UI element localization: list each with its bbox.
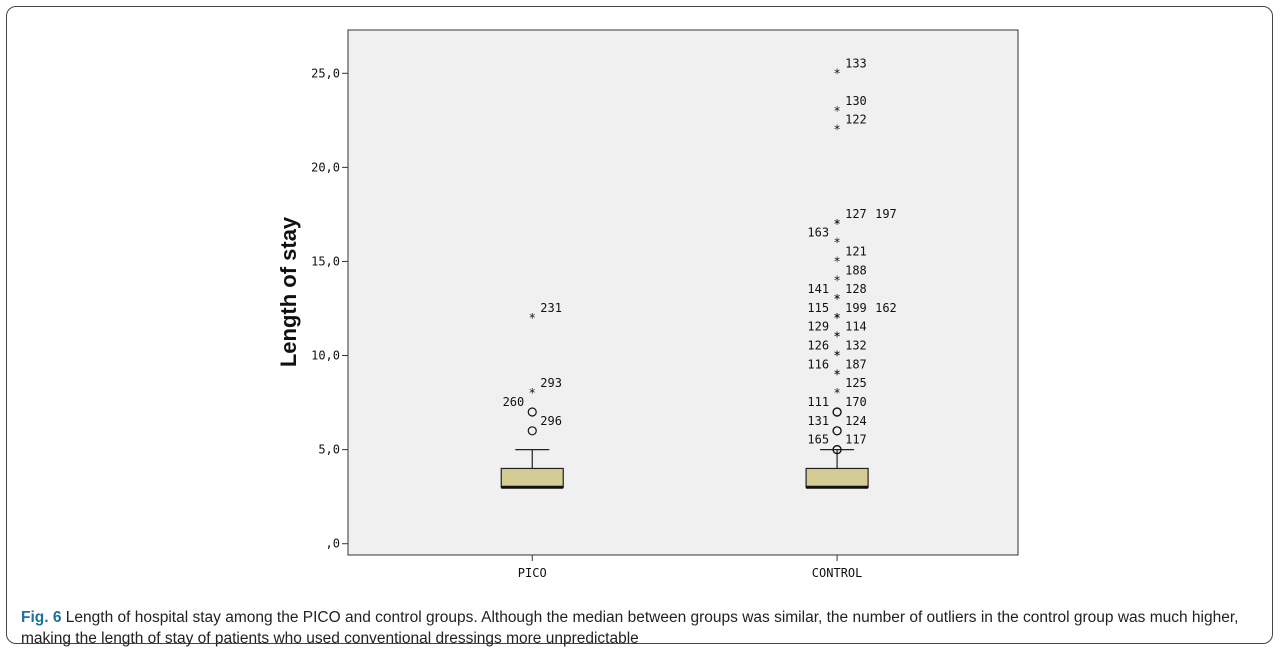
outlier-star: * xyxy=(833,367,840,381)
outlier-label: 162 xyxy=(875,301,897,315)
figure-caption: Fig. 6 Length of hospital stay among the… xyxy=(21,607,1276,649)
outlier-star: * xyxy=(833,292,840,306)
outlier-star: * xyxy=(833,217,840,231)
outlier-label: 199 xyxy=(845,301,867,315)
outlier-label: 163 xyxy=(807,226,829,240)
outlier-label: 125 xyxy=(845,376,867,390)
outlier-star: * xyxy=(529,386,536,400)
outlier-star: * xyxy=(833,311,840,325)
outlier-layer: * 231 * 293 260 296 * 133 * 130 * 122 * 127 * 197 * 163 * 1… xyxy=(503,56,897,455)
outlier-label: 111 xyxy=(807,395,829,409)
outlier-star: * xyxy=(833,217,840,231)
outlier-circle xyxy=(832,407,842,417)
outlier-label: 117 xyxy=(845,433,867,447)
y-tick-label: ,0 xyxy=(326,537,340,551)
outlier-label: 124 xyxy=(845,414,867,428)
outlier-star: * xyxy=(833,367,840,381)
outlier-star: * xyxy=(529,311,536,325)
outlier-label: 141 xyxy=(807,282,829,296)
axis-layer: ,0 5,0 10,0 15,0 20,0 25,0 PICO CONTROL xyxy=(311,66,862,580)
outlier-label: 133 xyxy=(845,56,867,70)
outlier-label: 127 xyxy=(845,207,867,221)
outlier-label: 132 xyxy=(845,339,867,353)
outlier-star: * xyxy=(833,311,840,325)
outlier-circle xyxy=(527,407,537,417)
outlier-label: 128 xyxy=(845,282,867,296)
outlier-star: * xyxy=(833,330,840,344)
outlier-label: 114 xyxy=(845,320,867,334)
outlier-label: 115 xyxy=(807,301,829,315)
outlier-label: 187 xyxy=(845,357,867,371)
y-tick-label: 20,0 xyxy=(311,160,340,174)
outlier-star: * xyxy=(833,330,840,344)
outlier-star: * xyxy=(833,123,840,137)
box-iqr xyxy=(805,467,869,488)
y-tick-label: 5,0 xyxy=(318,443,340,457)
outlier-circle xyxy=(527,426,537,436)
outlier-label: 129 xyxy=(807,320,829,334)
outlier-label: 231 xyxy=(540,301,562,315)
outlier-label: 188 xyxy=(845,263,867,277)
outlier-star: * xyxy=(833,236,840,250)
outlier-label: 260 xyxy=(503,395,525,409)
caption-label: Fig. 6 xyxy=(21,609,62,626)
boxplot-chart: ,0 5,0 10,0 15,0 20,0 25,0 PICO CONTROL * 231 * 29… xyxy=(276,29,1019,580)
outlier-star: * xyxy=(833,349,840,363)
outlier-circle xyxy=(832,426,842,436)
x-tick-label: CONTROL xyxy=(812,566,863,580)
outlier-label: 296 xyxy=(540,414,562,428)
outlier-label: 130 xyxy=(845,94,867,108)
y-tick-label: 15,0 xyxy=(311,254,340,268)
outlier-label: 293 xyxy=(540,376,562,390)
outlier-circle xyxy=(832,445,842,455)
outlier-star: * xyxy=(833,292,840,306)
caption-text: Length of hospital stay among the PICO a… xyxy=(21,609,1239,647)
outlier-star: * xyxy=(833,349,840,363)
outlier-label: 165 xyxy=(807,433,829,447)
outlier-star: * xyxy=(833,104,840,118)
x-tick-label: PICO xyxy=(518,566,547,580)
outlier-star: * xyxy=(833,311,840,325)
y-tick-label: 25,0 xyxy=(311,66,340,80)
y-axis-label: Length of stay xyxy=(276,216,301,367)
outlier-star: * xyxy=(833,66,840,80)
outlier-star: * xyxy=(833,273,840,287)
plot-area xyxy=(347,29,1019,556)
box-layer xyxy=(500,449,869,489)
outlier-label: 122 xyxy=(845,113,867,127)
outlier-star: * xyxy=(833,386,840,400)
box-iqr xyxy=(500,467,564,488)
outlier-star: * xyxy=(833,254,840,268)
outlier-label: 197 xyxy=(875,207,897,221)
outlier-label: 126 xyxy=(807,339,829,353)
outlier-label: 170 xyxy=(845,395,867,409)
outlier-label: 116 xyxy=(807,357,829,371)
outlier-label: 131 xyxy=(807,414,829,428)
y-tick-label: 10,0 xyxy=(311,349,340,363)
outlier-label: 121 xyxy=(845,244,867,258)
